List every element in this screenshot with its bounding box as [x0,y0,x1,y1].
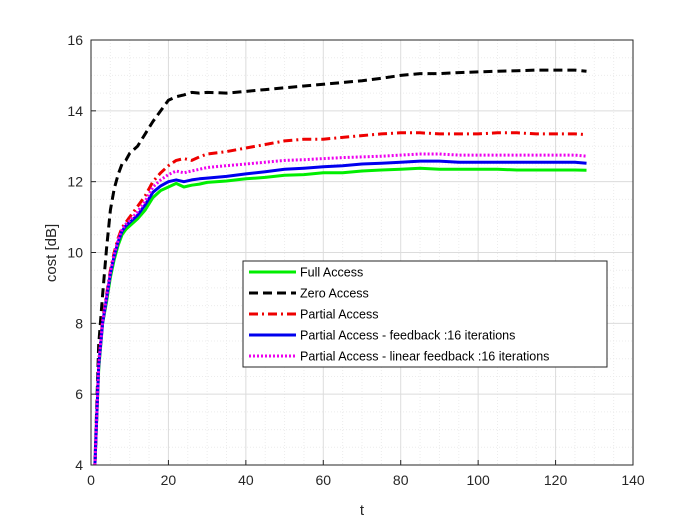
x-tick-label: 140 [621,472,645,488]
y-tick-label: 8 [75,315,83,331]
legend-label-1: Full Access [300,266,363,280]
series-layer [93,68,587,466]
x-tick-label: 40 [238,472,254,488]
y-tick-label: 16 [67,32,83,48]
series-line-5 [93,152,587,466]
legend-box [242,260,608,368]
series-line-4 [93,159,587,466]
legend-label-4: Partial Access - feedback :16 iterations [300,329,515,343]
x-axis: 0 20 40 60 80 100 120 140 [87,460,645,488]
y-tick-label: 14 [67,103,83,119]
legend-label-5: Partial Access - linear feedback :16 ite… [300,350,549,364]
x-tick-label: 100 [466,472,490,488]
series-line-2 [93,68,587,466]
y-tick-label: 12 [67,174,83,190]
y-tick-label: 4 [75,457,83,473]
y-tick-label: 10 [67,245,83,261]
legend-label-3: Partial Access [300,308,379,322]
x-tick-label: 80 [393,472,409,488]
x-tick-label: 60 [315,472,331,488]
legend-label-2: Zero Access [300,287,369,301]
y-tick-label: 6 [75,386,83,402]
x-tick-label: 0 [87,472,95,488]
legend: Full Access Zero Access Partial Access Part… [242,260,608,368]
x-axis-title: t [360,502,365,519]
x-tick-label: 120 [544,472,568,488]
x-tick-label: 20 [161,472,177,488]
y-axis-title: cost [dB] [43,224,60,282]
y-axis: 4 6 8 10 12 14 16 [67,32,96,473]
